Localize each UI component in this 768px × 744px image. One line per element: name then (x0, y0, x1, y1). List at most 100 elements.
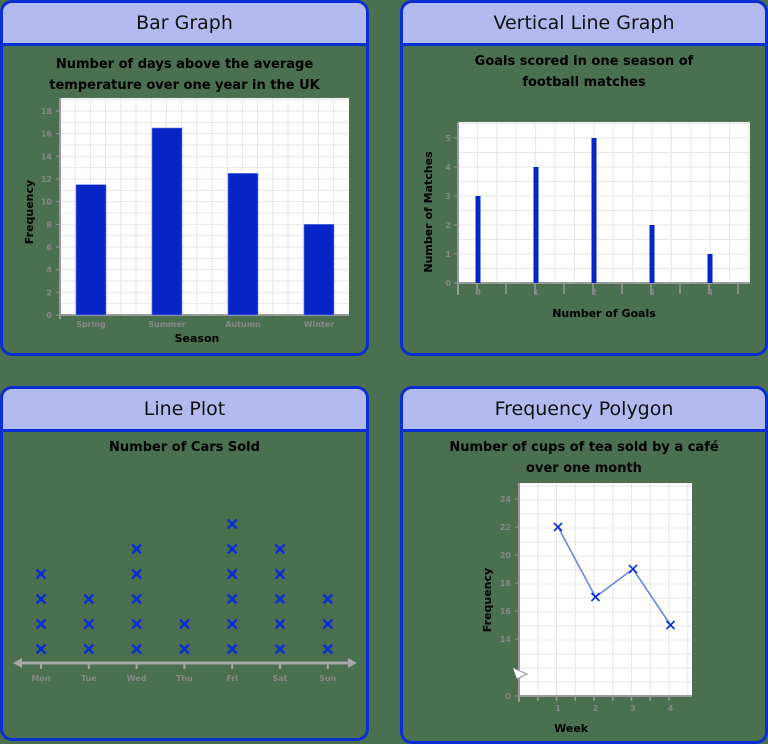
vertical-line-goals-2 (591, 138, 597, 283)
x-marker (226, 518, 238, 530)
chart-title: Number of Cars Sold (109, 440, 260, 455)
y-axis-label: Number of Matches (422, 151, 435, 273)
x-marker (322, 593, 334, 605)
panel-title: Bar Graph (3, 3, 366, 46)
y-tick-label: 16 (500, 607, 512, 616)
x-marker (83, 593, 95, 605)
x-marker (628, 564, 638, 574)
y-tick-label: 10 (41, 198, 53, 207)
y-tick-label: 12 (41, 175, 52, 184)
x-tick-label: Mon (31, 674, 50, 683)
x-tick-label: Fri (226, 674, 238, 683)
chart-title: Number of days above the average tempera… (49, 57, 320, 93)
x-marker (83, 618, 95, 630)
x-tick-label: Spring (76, 320, 106, 329)
y-tick-label: 6 (46, 243, 52, 252)
x-marker (178, 643, 190, 655)
x-tick-label: Sat (273, 674, 288, 683)
y-tick-label: 0 (46, 311, 52, 320)
bar-graph-panel: Bar Graph Number of days above the avera… (0, 0, 369, 356)
x-tick-label: 2 (593, 704, 599, 713)
x-tick-label: 2 (591, 288, 597, 297)
x-tick-label: Thu (176, 674, 193, 683)
x-tick-label: 4 (707, 288, 713, 297)
y-tick-label: 8 (46, 220, 52, 229)
x-marker (274, 543, 286, 555)
vertical-line-goals-3 (649, 225, 655, 283)
x-marker (178, 618, 190, 630)
y-tick-label: 14 (41, 152, 53, 161)
chart-title: Goals scored in one season of football m… (474, 54, 694, 90)
x-marker (35, 568, 47, 580)
x-marker (274, 643, 286, 655)
x-marker (131, 643, 143, 655)
y-tick-label: 4 (445, 163, 451, 172)
x-tick-label: 3 (649, 288, 655, 297)
vertical-line-goals-0 (475, 196, 481, 283)
panel-title: Vertical Line Graph (403, 3, 765, 46)
x-marker (590, 592, 601, 602)
x-marker (274, 568, 286, 580)
x-marker (274, 618, 286, 630)
bar-spring (75, 184, 107, 316)
x-marker (322, 643, 334, 655)
x-marker (322, 618, 334, 630)
x-marker (226, 593, 238, 605)
y-tick-label: 16 (41, 130, 53, 139)
y-tick-label: 14 (500, 635, 512, 644)
vertical-line-goals-4 (707, 254, 713, 283)
y-tick-label: 18 (500, 579, 512, 588)
x-tick-label: Sun (319, 674, 336, 683)
y-tick-label: 4 (46, 266, 52, 275)
x-tick-label: 3 (630, 704, 636, 713)
x-tick-label: Autumn (225, 320, 261, 329)
x-axis-label: Number of Goals (552, 307, 656, 320)
y-tick-label: 0 (505, 692, 511, 701)
x-marker (131, 543, 143, 555)
x-marker (226, 568, 238, 580)
x-marker (131, 618, 143, 630)
y-axis-label: Frequency (23, 180, 36, 244)
bar-chart: 0 2 4 6 8 10 12 14 16 18 Spring Summer Autumn Winter S… (23, 98, 349, 345)
x-axis-label: Week (554, 722, 589, 735)
x-marker (226, 618, 238, 630)
x-marker (35, 643, 47, 655)
vertical-line-goals-1 (533, 167, 539, 283)
line-plot-panel: Line Plot Number of Cars Sold Mon Tue Wed T… (0, 386, 369, 741)
y-tick-label: 0 (445, 279, 451, 288)
x-marker (665, 620, 676, 630)
frequency-polygon-panel: Frequency Polygon Number of cups of tea … (400, 386, 768, 744)
y-tick-label: 24 (500, 495, 512, 504)
panel-title: Line Plot (3, 389, 366, 432)
x-marker (226, 643, 238, 655)
plot-area (458, 122, 750, 283)
vertical-line-graph-panel: Vertical Line Graph Goals scored in one … (400, 0, 768, 356)
polygon-line (557, 526, 672, 626)
panel-title: Frequency Polygon (403, 389, 765, 432)
chart-title: Number of cups of tea sold by a café ove… (449, 440, 719, 476)
y-tick-label: 20 (500, 551, 512, 560)
x-marker (131, 568, 143, 580)
line-plot-chart: Mon Tue Wed Thu Fri Sat Sun (13, 518, 357, 683)
x-marker (83, 643, 95, 655)
vertical-line-chart: 0 1 2 3 4 5 0 1 2 3 4 Number of Goals Number of Matc… (422, 122, 750, 320)
x-marker (226, 543, 238, 555)
x-axis-label: Season (175, 332, 220, 345)
x-tick-label: Winter (304, 320, 335, 329)
x-marker (553, 522, 563, 532)
y-axis-label: Frequency (481, 568, 494, 632)
y-tick-label: 5 (445, 134, 451, 143)
x-tick-label: 1 (555, 704, 561, 713)
bar-summer (151, 127, 183, 316)
x-tick-label: 1 (533, 288, 539, 297)
bar-winter (303, 224, 335, 316)
y-tick-label: 18 (41, 107, 53, 116)
x-tick-label: 0 (475, 288, 481, 297)
bar-autumn (227, 173, 259, 316)
y-tick-label: 2 (46, 288, 52, 297)
axis-break-icon (512, 667, 529, 680)
y-tick-label: 22 (500, 523, 511, 532)
x-marker (274, 593, 286, 605)
x-marker (35, 618, 47, 630)
x-tick-label: Wed (127, 674, 147, 683)
